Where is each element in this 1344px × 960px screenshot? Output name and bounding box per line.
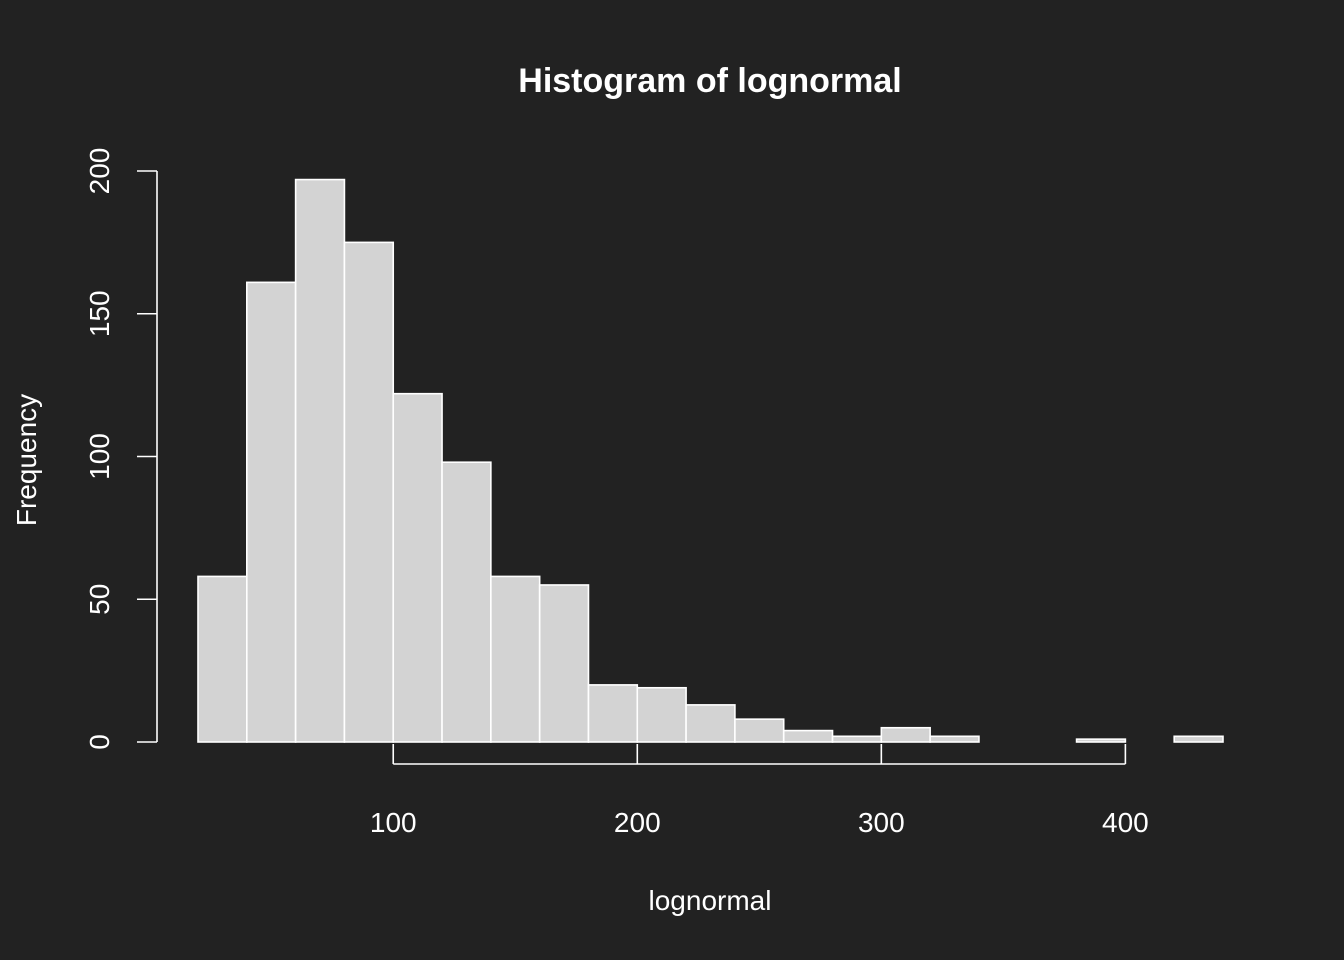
histogram-bar (1173, 735, 1224, 743)
histogram-bar (294, 178, 346, 743)
histogram-bar (880, 726, 931, 743)
histogram-bar (343, 241, 395, 743)
histogram-bar (538, 584, 590, 743)
histogram-bar (685, 704, 736, 743)
y-axis-label: Frequency (11, 394, 42, 526)
histogram-bar (636, 686, 687, 743)
y-axis: 0 50 100 150 200 (84, 148, 158, 750)
histogram-bar (734, 718, 785, 743)
x-axis: 100 200 300 400 (370, 744, 1149, 838)
histogram-bar (831, 735, 883, 743)
histogram-bar (1075, 738, 1127, 743)
y-tick-label: 100 (84, 433, 115, 480)
y-tick-label: 200 (84, 148, 115, 195)
x-tick-label: 300 (858, 807, 905, 838)
bars-group (197, 178, 1224, 743)
x-tick-label: 200 (614, 807, 661, 838)
x-tick-label: 400 (1102, 807, 1149, 838)
y-tick-label: 50 (84, 584, 115, 615)
histogram-bar (782, 729, 834, 743)
y-tick-label: 150 (84, 290, 115, 337)
chart-title: Histogram of lognormal (518, 62, 901, 100)
x-axis-label: lognormal (649, 885, 772, 916)
histogram-bar (587, 684, 639, 743)
histogram-bar (441, 461, 492, 743)
histogram-bar (490, 575, 541, 743)
x-tick-label: 100 (370, 807, 417, 838)
histogram-bar (929, 735, 980, 743)
histogram-bar (392, 392, 443, 743)
histogram-bar (197, 575, 248, 743)
histogram-bar (246, 281, 297, 743)
y-tick-label: 0 (84, 734, 115, 750)
